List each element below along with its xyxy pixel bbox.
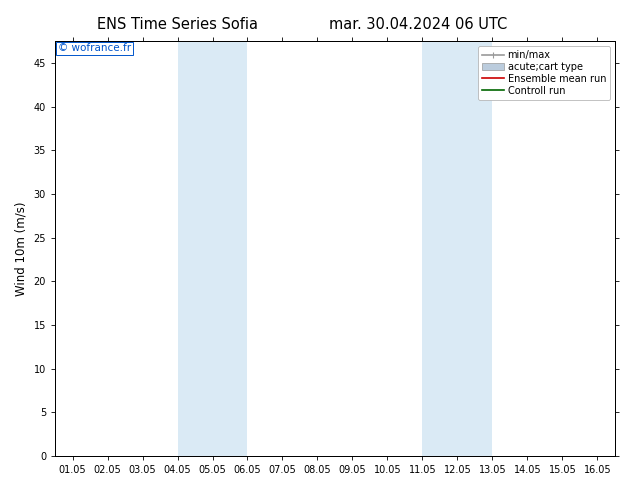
Text: © wofrance.fr: © wofrance.fr — [58, 43, 131, 53]
Text: mar. 30.04.2024 06 UTC: mar. 30.04.2024 06 UTC — [329, 17, 508, 32]
Bar — [178, 41, 247, 456]
Y-axis label: Wind 10m (m/s): Wind 10m (m/s) — [15, 201, 28, 296]
Legend: min/max, acute;cart type, Ensemble mean run, Controll run: min/max, acute;cart type, Ensemble mean … — [479, 46, 610, 99]
Text: ENS Time Series Sofia: ENS Time Series Sofia — [97, 17, 258, 32]
Bar — [422, 41, 493, 456]
